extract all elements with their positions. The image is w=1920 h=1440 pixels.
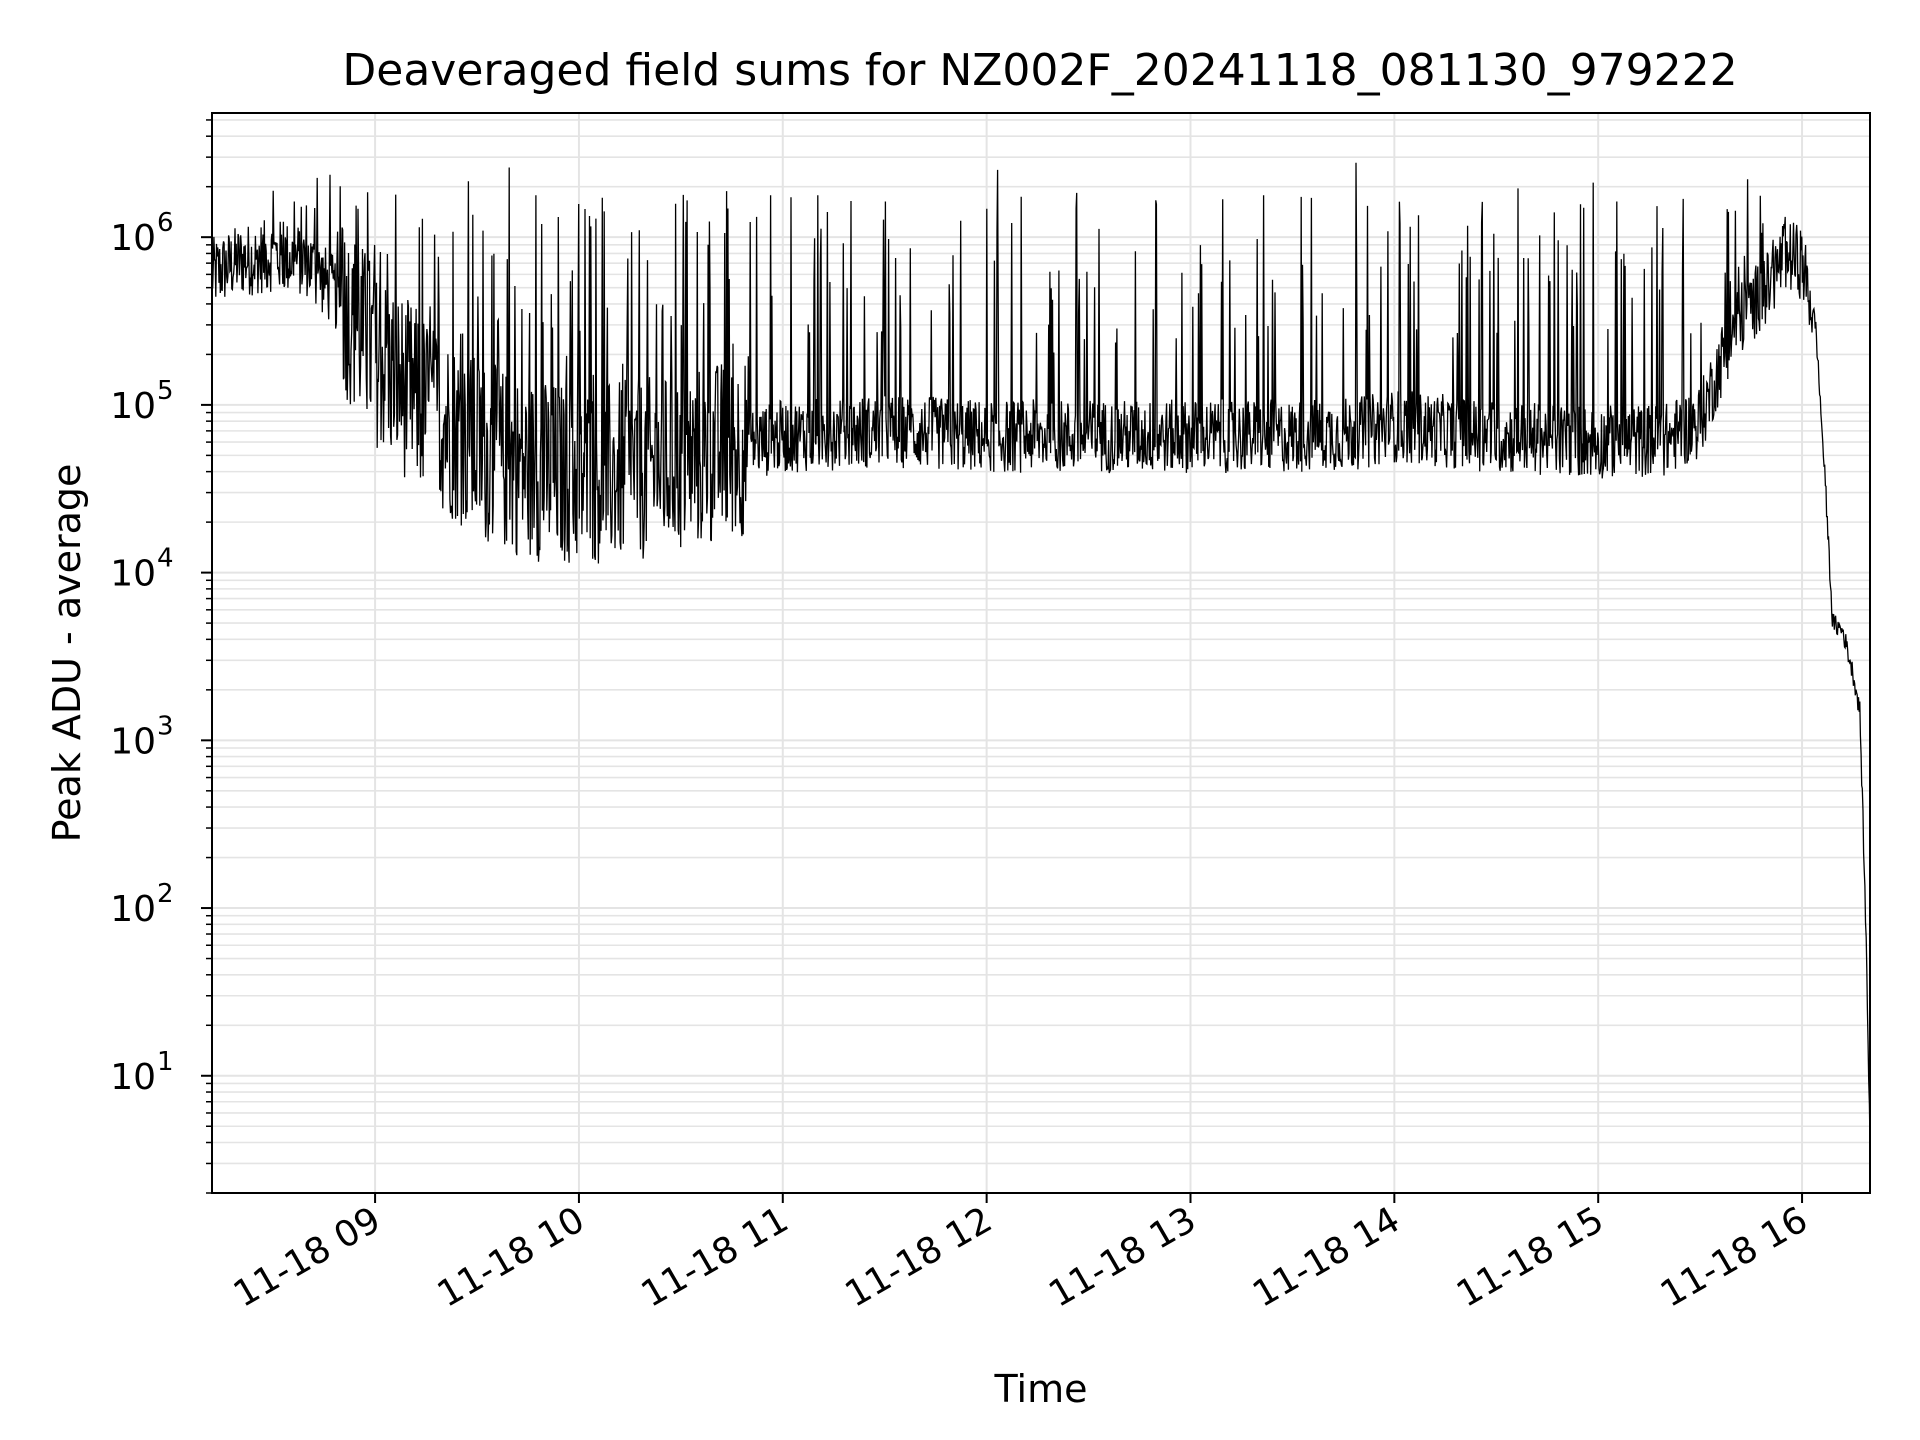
x-tick-label: 11-18 14 bbox=[1246, 1199, 1407, 1315]
y-tick-exponent: 1 bbox=[157, 1047, 174, 1077]
x-tick-label: 11-18 11 bbox=[635, 1199, 796, 1315]
y-tick-exponent: 6 bbox=[157, 208, 174, 238]
y-tick-base: 10 bbox=[110, 889, 156, 930]
data-series bbox=[211, 162, 1871, 1146]
x-axis: 11-18 09 11-18 10 11-18 11 11-18 12 11-18 13… bbox=[227, 1193, 1815, 1316]
y-tick-base: 10 bbox=[110, 218, 156, 259]
y-tick-exponent: 4 bbox=[157, 544, 174, 574]
y-tick-base: 10 bbox=[110, 1057, 156, 1098]
y-tick-exponent: 2 bbox=[157, 879, 174, 909]
y-tick-label: 10 4 bbox=[110, 544, 173, 595]
y-axis-label: Peak ADU - average bbox=[45, 464, 89, 843]
peak-adu-series-line bbox=[211, 162, 1871, 1146]
y-tick-base: 10 bbox=[110, 554, 156, 595]
y-tick-label: 10 5 bbox=[110, 376, 173, 427]
x-tick-label: 11-18 10 bbox=[431, 1199, 592, 1315]
x-axis-label: Time bbox=[994, 1367, 1088, 1411]
plot-frame bbox=[211, 112, 1871, 1194]
x-tick-label: 11-18 12 bbox=[838, 1199, 999, 1315]
y-tick-base: 10 bbox=[110, 721, 156, 762]
y-tick-exponent: 3 bbox=[157, 711, 174, 741]
y-tick-label: 10 6 bbox=[110, 208, 173, 259]
grid-lines bbox=[212, 113, 1870, 1194]
y-tick-label: 10 3 bbox=[110, 711, 173, 762]
y-tick-base: 10 bbox=[110, 386, 156, 427]
x-tick-label: 11-18 15 bbox=[1450, 1199, 1611, 1315]
y-tick-label: 10 1 bbox=[110, 1047, 173, 1098]
y-tick-exponent: 5 bbox=[157, 376, 174, 406]
x-tick-label: 11-18 16 bbox=[1654, 1199, 1815, 1315]
y-tick-label: 10 2 bbox=[110, 879, 173, 930]
x-tick-label: 11-18 13 bbox=[1042, 1199, 1203, 1315]
chart-title: Deaveraged field sums for NZ002F_2024111… bbox=[342, 45, 1737, 96]
x-tick-label: 11-18 09 bbox=[227, 1199, 388, 1315]
